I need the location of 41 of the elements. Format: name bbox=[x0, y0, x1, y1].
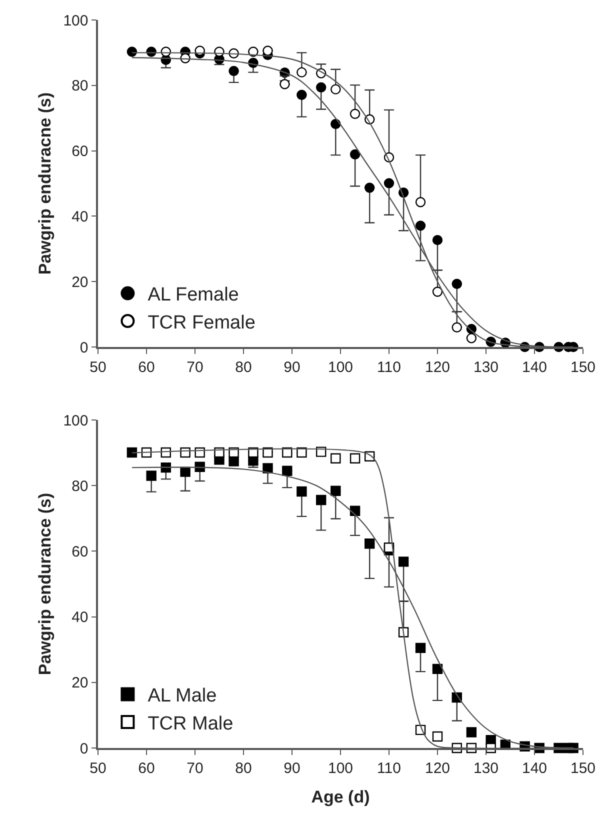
x-tick-label: 60 bbox=[138, 358, 155, 376]
x-axis-title: Age (d) bbox=[311, 788, 370, 807]
y-tick-label: 20 bbox=[72, 674, 88, 692]
y-tick-label: 40 bbox=[72, 208, 88, 226]
x-tick-label: 130 bbox=[473, 760, 499, 777]
y-tick-label: 20 bbox=[72, 274, 88, 291]
x-tick-label: 80 bbox=[235, 358, 252, 376]
legend-label: TCR Male bbox=[148, 713, 234, 734]
x-tick-label: 140 bbox=[522, 760, 548, 777]
x-tick-label: 50 bbox=[90, 358, 106, 376]
y-tick-label: 0 bbox=[80, 740, 88, 758]
x-tick-label: 150 bbox=[570, 358, 596, 376]
legend-label: AL Male bbox=[148, 686, 217, 707]
x-tick-label: 110 bbox=[377, 760, 401, 777]
y-tick-label: 60 bbox=[72, 543, 88, 560]
x-tick-label: 50 bbox=[90, 760, 106, 777]
x-tick-label: 70 bbox=[186, 760, 204, 777]
x-tick-label: 90 bbox=[284, 760, 300, 777]
x-tick-label: 100 bbox=[328, 358, 354, 376]
y-tick-label: 80 bbox=[72, 478, 88, 495]
y-tick-label: 100 bbox=[63, 12, 88, 30]
x-tick-label: 90 bbox=[284, 358, 300, 376]
x-tick-label: 60 bbox=[138, 760, 155, 777]
y-tick-label: 80 bbox=[72, 78, 88, 95]
y-tick-label: 60 bbox=[72, 143, 88, 160]
y-tick-label: 40 bbox=[72, 609, 88, 626]
y-tick-label: 100 bbox=[63, 412, 88, 430]
x-tick-label: 70 bbox=[186, 358, 204, 376]
x-tick-label: 110 bbox=[377, 358, 401, 376]
x-tick-label: 130 bbox=[473, 358, 499, 376]
x-tick-label: 120 bbox=[424, 358, 450, 376]
y-axis-title: Pawgrip enduracne (s) bbox=[35, 92, 54, 275]
legend-label: TCR Female bbox=[148, 312, 256, 334]
y-axis-title: Pawgrip endurance (s) bbox=[35, 492, 54, 676]
legend-label: AL Female bbox=[148, 284, 239, 306]
y-tick-label: 0 bbox=[80, 339, 88, 356]
x-tick-label: 120 bbox=[424, 760, 450, 777]
x-tick-label: 140 bbox=[522, 358, 548, 376]
x-tick-label: 150 bbox=[570, 760, 596, 777]
x-tick-label: 80 bbox=[235, 760, 252, 777]
x-tick-label: 100 bbox=[328, 760, 354, 777]
